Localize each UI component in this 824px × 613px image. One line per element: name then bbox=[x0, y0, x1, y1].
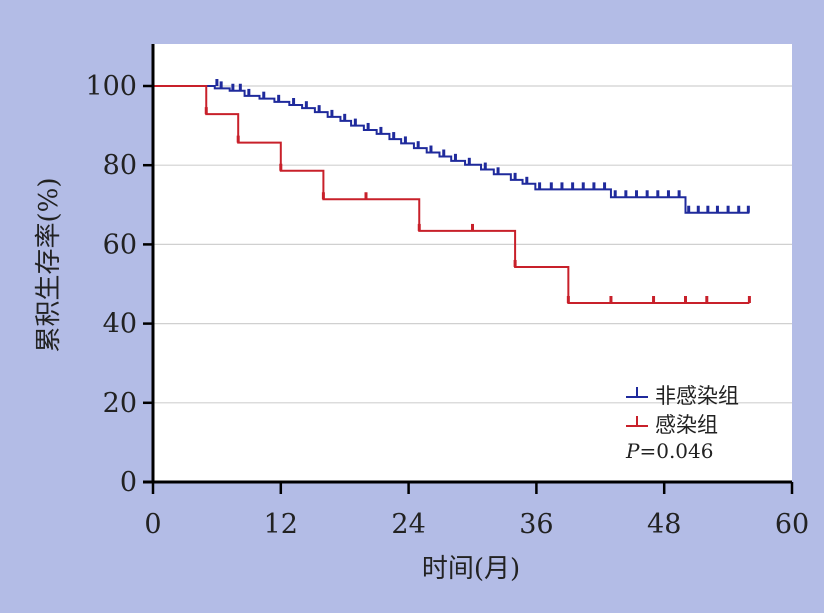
legend-marker-infected bbox=[626, 416, 648, 427]
x-tick-label-24: 24 bbox=[391, 509, 425, 540]
series-1 bbox=[153, 85, 751, 305]
series-layer bbox=[153, 79, 751, 305]
x-tick-label-60: 60 bbox=[775, 509, 809, 540]
legend-label-infected: 感染组 bbox=[655, 413, 718, 437]
survival-curve-0 bbox=[153, 85, 750, 214]
y-tick-label-40: 40 bbox=[103, 309, 137, 340]
survival-curve-1 bbox=[153, 85, 750, 305]
p-value-label: P bbox=[625, 439, 640, 463]
p-value-annotation: P=0.046 bbox=[625, 439, 713, 463]
legend-marker-non-infected bbox=[626, 387, 648, 398]
x-tick-label-12: 12 bbox=[264, 509, 298, 540]
y-tick-label-0: 0 bbox=[120, 467, 137, 498]
y-axis-label: 累积生存率(%) bbox=[34, 178, 64, 353]
y-tick-label-20: 20 bbox=[103, 388, 137, 419]
y-tick-label-100: 100 bbox=[85, 71, 137, 102]
plot-area bbox=[153, 44, 792, 482]
p-value-text: =0.046 bbox=[639, 439, 713, 463]
x-tick-label-48: 48 bbox=[647, 509, 681, 540]
x-tick-label-0: 0 bbox=[144, 509, 161, 540]
legend: 非感染组 感染组 P=0.046 bbox=[625, 384, 739, 463]
x-tick-label-36: 36 bbox=[519, 509, 553, 540]
series-0 bbox=[153, 79, 750, 214]
axes: 0 20 40 60 80 100 0 12 24 36 48 60 bbox=[85, 44, 809, 540]
legend-label-non-infected: 非感染组 bbox=[655, 384, 739, 408]
y-tick-label-60: 60 bbox=[103, 229, 137, 260]
y-tick-label-80: 80 bbox=[103, 150, 137, 181]
x-axis-label: 时间(月) bbox=[422, 554, 520, 584]
